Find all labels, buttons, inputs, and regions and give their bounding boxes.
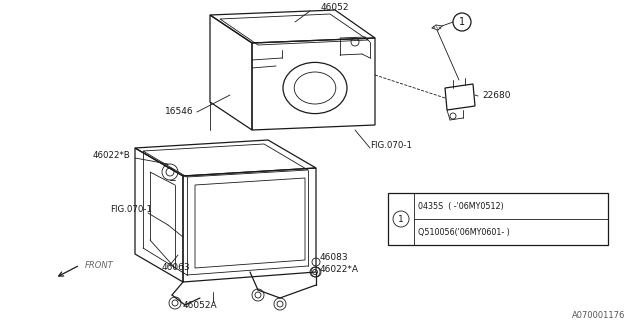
Text: 16546: 16546 [165,108,194,116]
Text: 46022*A: 46022*A [320,266,359,275]
Text: 46022*B: 46022*B [92,150,130,159]
Text: A070001176: A070001176 [572,310,625,319]
Text: 22680: 22680 [482,91,511,100]
Text: FIG.070-1: FIG.070-1 [110,205,152,214]
Text: 1: 1 [459,17,465,27]
Text: Q510056('06MY0601- ): Q510056('06MY0601- ) [418,228,510,236]
Text: 1: 1 [398,214,404,223]
Text: FRONT: FRONT [85,260,114,269]
Text: 46052A: 46052A [182,300,218,309]
Text: 46083: 46083 [320,253,349,262]
Text: 46052: 46052 [321,4,349,12]
Text: FIG.070-1: FIG.070-1 [370,140,412,149]
Text: 0435S  ( -'06MY0512): 0435S ( -'06MY0512) [418,202,504,211]
Bar [388,193,608,245]
Text: 46063: 46063 [162,263,191,273]
